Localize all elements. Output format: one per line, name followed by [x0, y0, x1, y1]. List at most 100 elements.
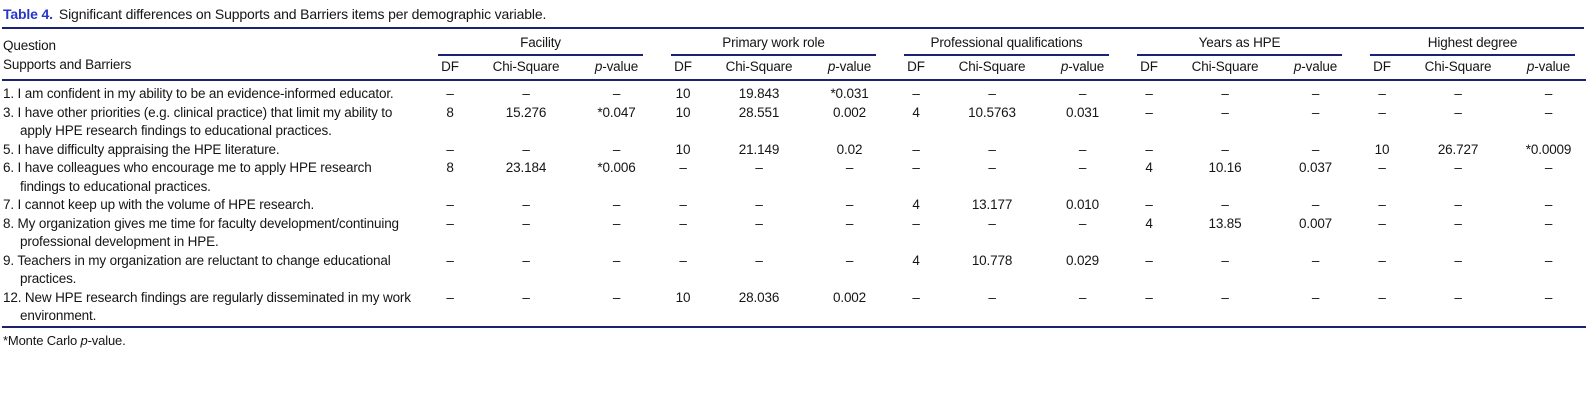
value-cell: – [522, 141, 530, 157]
value-cell: 26.727 [1437, 141, 1479, 157]
table-row: 12. New HPE research findings are regula… [2, 289, 1586, 327]
value-cell: – [1221, 104, 1229, 120]
col-header-df: DF [1123, 56, 1176, 81]
table-footnote: *Monte Carlo p-value. [2, 328, 1584, 348]
table-row: 1. I am confident in my ability to be an… [2, 80, 1586, 104]
value-cell: – [912, 86, 920, 101]
value-cell: 28.551 [738, 104, 780, 120]
table-caption-label: Table 4. [3, 6, 53, 22]
value-cell: – [522, 252, 530, 268]
value-cell: 0.029 [1065, 252, 1100, 268]
value-cell: – [1145, 289, 1153, 305]
value-cell: – [1311, 141, 1320, 157]
group-header-highest-degree: Highest degree [1356, 29, 1586, 56]
value-cell: – [1311, 104, 1320, 120]
value-cell: – [1454, 252, 1462, 268]
value-cell: – [1544, 252, 1553, 268]
value-cell: 0.007 [1299, 215, 1333, 231]
col-header-chi-square: Chi-Square [1408, 56, 1509, 81]
table-row: 8. My organization gives me time for fac… [2, 215, 1586, 252]
value-cell: 0.02 [836, 141, 863, 157]
value-cell: 8 [446, 104, 454, 120]
value-cell: – [845, 160, 854, 175]
value-cell: – [1145, 141, 1153, 157]
value-cell: – [522, 86, 530, 101]
value-cell: – [522, 289, 530, 305]
value-cell: – [912, 160, 920, 175]
table-caption: Table 4. Significant differences on Suppo… [2, 3, 1584, 29]
value-cell: 10 [675, 86, 691, 101]
value-cell: – [1221, 197, 1229, 212]
group-header-professional-qualifications: Professional qualifications [890, 29, 1123, 56]
value-cell: – [1078, 86, 1087, 101]
value-cell: 4 [1145, 215, 1153, 231]
value-cell: – [1078, 141, 1087, 157]
col-header-p-value: p-value [576, 56, 657, 81]
value-cell: 4 [912, 197, 920, 212]
footnote-suffix: -value. [87, 332, 126, 348]
question-cell: 5. I have difficulty appraising the HPE … [3, 141, 280, 157]
value-cell: – [1078, 160, 1087, 175]
value-cell: – [1221, 141, 1229, 157]
value-cell: 10 [675, 104, 691, 120]
value-cell: – [755, 197, 763, 212]
table-row: 3. I have other priorities (e.g. clinica… [2, 104, 1586, 141]
value-cell: 4 [1145, 160, 1153, 175]
table-caption-text: Significant differences on Supports and … [58, 6, 547, 22]
value-cell: – [1145, 197, 1153, 212]
question-cell: 6. I have colleagues who encourage me to… [3, 160, 372, 194]
table-row: 5. I have difficulty appraising the HPE … [2, 141, 1586, 160]
col-header-chi-square: Chi-Square [942, 56, 1043, 81]
value-cell: 10.5763 [968, 104, 1016, 120]
value-cell: – [522, 215, 530, 231]
value-cell: – [1078, 289, 1087, 305]
value-cell: – [446, 252, 454, 268]
value-cell: – [679, 252, 687, 268]
question-cell: 1. I am confident in my ability to be an… [3, 86, 394, 101]
value-cell: 10 [675, 141, 691, 157]
value-cell: – [1544, 86, 1553, 101]
value-cell: – [679, 215, 687, 231]
value-cell: – [612, 215, 621, 231]
value-cell: – [446, 197, 454, 212]
value-cell: – [988, 289, 996, 305]
col-header-p-value: p-value [1042, 56, 1124, 81]
value-cell: – [1221, 86, 1229, 101]
value-cell: 8 [446, 160, 454, 175]
value-cell: – [612, 141, 621, 157]
value-cell: 10.778 [971, 252, 1013, 268]
col-header-df: DF [657, 56, 709, 81]
value-cell: – [1145, 252, 1153, 268]
col-header-chi-square: Chi-Square [1175, 56, 1276, 81]
value-cell: – [612, 252, 621, 268]
col-header-chi-square: Chi-Square [476, 56, 576, 81]
value-cell: – [1145, 104, 1153, 120]
value-cell: 28.036 [738, 289, 780, 305]
group-header-years-as-hpe: Years as HPE [1123, 29, 1356, 56]
value-cell: – [1145, 86, 1153, 101]
question-cell: 3. I have other priorities (e.g. clinica… [3, 104, 393, 139]
value-cell: – [988, 160, 996, 175]
value-cell: – [1221, 252, 1229, 268]
value-cell: – [1454, 197, 1462, 212]
value-cell: – [1078, 215, 1087, 231]
value-cell: 19.843 [738, 86, 780, 101]
question-column-header: Question Supports and Barriers [2, 29, 424, 81]
value-cell: – [679, 197, 687, 212]
value-cell: – [446, 215, 454, 231]
value-cell: – [1454, 86, 1462, 101]
value-cell: – [1378, 197, 1386, 212]
question-header-line2: Supports and Barriers [3, 56, 132, 72]
value-cell: – [845, 197, 854, 212]
col-header-chi-square: Chi-Square [709, 56, 809, 81]
question-cell: 12. New HPE research findings are regula… [3, 289, 411, 324]
value-cell: 13.177 [971, 197, 1013, 212]
value-cell: – [845, 215, 854, 231]
question-cell: 7. I cannot keep up with the volume of H… [3, 197, 315, 212]
group-header-row: Question Supports and Barriers Facility … [2, 29, 1586, 81]
value-cell: – [612, 289, 621, 305]
group-header-facility: Facility [424, 29, 657, 56]
subcolumn-header-row: DF Chi-Square p-value DF Chi-Square p-value DF… [2, 56, 1586, 81]
col-header-df: DF [1356, 56, 1409, 81]
